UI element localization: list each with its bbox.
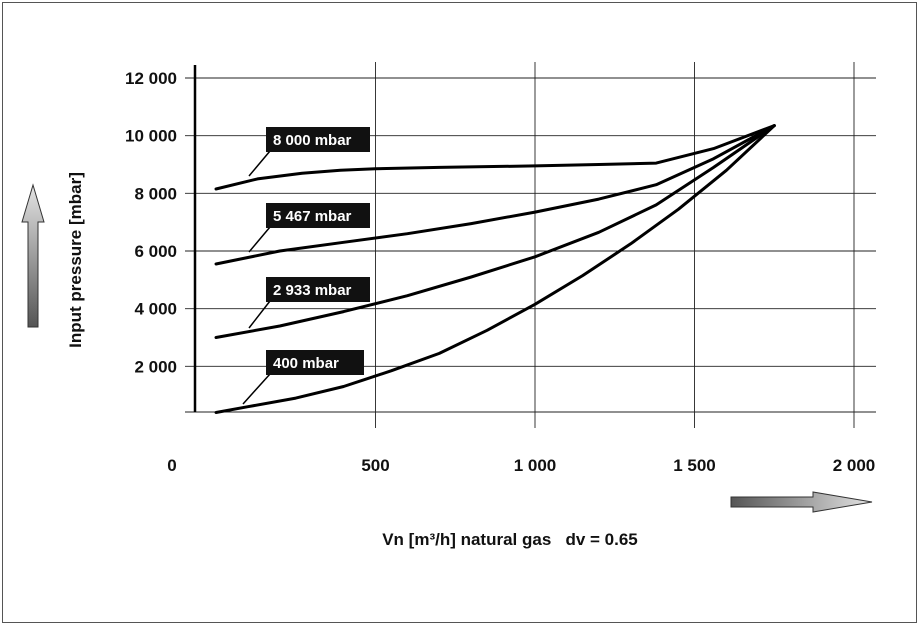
x-tick-label: 2 000: [833, 456, 876, 475]
series-label-text: 5 467 mbar: [273, 208, 352, 225]
y-tick-label: 8 000: [134, 184, 177, 203]
label-box: [266, 350, 364, 375]
right-arrow: [730, 491, 873, 513]
series-line: [214, 124, 776, 191]
y-axis-title: Input pressure [mbar]: [66, 172, 85, 348]
label-box: [266, 203, 370, 228]
series-label: 400 mbar: [242, 350, 364, 405]
x-tick-label: 1 000: [514, 456, 557, 475]
y-tick-label: 12 000: [125, 69, 177, 88]
series-label: 8 000 mbar: [248, 127, 370, 177]
series-label-text: 8 000 mbar: [273, 132, 352, 149]
curves: [214, 124, 776, 414]
curve-labels: 8 000 mbar 5 467 mbar 2 933 mbar 400 mbar: [242, 127, 370, 405]
x-tick-label: 0: [167, 456, 176, 475]
x-tick-label: 1 500: [673, 456, 716, 475]
y-tick-label: 6 000: [134, 242, 177, 261]
label-leader-line: [248, 150, 271, 177]
label-leader-line: [242, 373, 271, 405]
x-tick-label: 500: [361, 456, 389, 475]
label-leader-line: [248, 300, 271, 329]
up-arrow: [21, 183, 45, 328]
x-axis-title: Vn [m³/h] natural gas dv = 0.65: [382, 530, 638, 549]
series-label-text: 400 mbar: [273, 355, 339, 372]
series-label: 2 933 mbar: [248, 277, 370, 329]
y-tick-label: 10 000: [125, 127, 177, 146]
series-label: 5 467 mbar: [248, 203, 370, 253]
label-box: [266, 127, 370, 152]
tick-labels: 2 000 4 000 6 000 8 000 10 000 12 000 0 500 1 00…: [125, 69, 875, 475]
label-leader-line: [248, 226, 271, 253]
y-tick-label: 4 000: [134, 300, 177, 319]
label-box: [266, 277, 370, 302]
y-tick-label: 2 000: [134, 357, 177, 376]
series-line: [214, 124, 776, 339]
series-line: [214, 124, 776, 414]
series-label-text: 2 933 mbar: [273, 282, 352, 299]
series-line: [214, 124, 776, 266]
